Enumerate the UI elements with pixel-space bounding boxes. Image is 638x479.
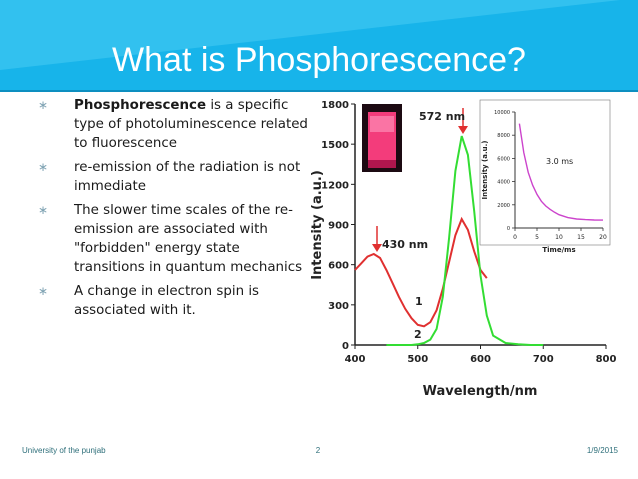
main-x-tick-label: 800 <box>596 354 617 365</box>
inset-x-tick-label: 20 <box>599 234 607 241</box>
footer-page-number: 2 <box>315 446 321 455</box>
main-x-tick-label: 600 <box>470 354 491 365</box>
bullet-item: ∗ A change in electron spin is associate… <box>36 282 308 320</box>
inset-x-ticks: 0 5 10 15 20 <box>513 228 607 241</box>
main-x-tick-label: 400 <box>345 354 366 365</box>
inset-x-axis-label: Time/ms <box>542 246 575 254</box>
peak-arrow-572 <box>458 108 468 134</box>
peak-label-430: 430 nm <box>382 238 428 251</box>
title-band <box>0 0 638 92</box>
main-x-axis-label: Wavelength/nm <box>423 384 538 399</box>
main-y-axis-label: Intensity (a.u.) <box>310 170 325 280</box>
main-x-ticks: 400 500 600 700 800 <box>345 345 617 365</box>
main-y-tick-label: 0 <box>342 341 349 352</box>
asterisk-bullet-icon: ∗ <box>38 284 49 298</box>
inset-frame <box>479 99 611 246</box>
inset-lifetime-label: 3.0 ms <box>546 157 573 166</box>
footer-date: 1/9/2015 <box>586 446 618 455</box>
bullet-text: re-emission of the radiation is not imme… <box>74 160 301 194</box>
peak-label-572: 572 nm <box>419 110 465 123</box>
bullet-text: is a specific type of photoluminescence … <box>74 98 308 151</box>
inset-y-tick-label: 6000 <box>497 156 510 162</box>
bullet-item: ∗ The slower time scales of the re-emiss… <box>36 201 308 277</box>
curve-label-2: 2 <box>414 328 422 341</box>
inset-y-tick-label: 10000 <box>494 110 510 116</box>
asterisk-bullet-icon: ∗ <box>38 98 49 112</box>
bullet-list: ∗ Phosphorescence is a specific type of … <box>36 96 308 325</box>
curve-label-1: 1 <box>415 295 423 308</box>
cuvette-glow-photo <box>362 104 402 172</box>
main-y-tick-label: 900 <box>328 221 349 232</box>
asterisk-bullet-icon: ∗ <box>38 203 49 217</box>
inset-y-axis-label: Intensity (a.u.) <box>481 140 489 199</box>
main-y-ticks: 0 300 600 900 1200 1500 1800 <box>321 100 355 352</box>
inset-x-tick-label: 0 <box>513 234 517 241</box>
title-band-light <box>0 0 620 70</box>
inset-x-tick-label: 5 <box>535 234 539 241</box>
bullet-text: The slower time scales of the re-emissio… <box>74 203 303 275</box>
inset-y-tick-label: 8000 <box>497 133 510 139</box>
asterisk-bullet-icon: ∗ <box>38 160 49 174</box>
inset-y-tick-label: 2000 <box>497 203 510 209</box>
main-x-tick-label: 700 <box>533 354 554 365</box>
main-y-tick-label: 600 <box>328 261 349 272</box>
inset-x-tick-label: 10 <box>555 234 563 241</box>
footer-organization: University of the punjab <box>22 446 106 455</box>
inset-y-ticks: 0 2000 4000 6000 8000 10000 <box>494 110 515 232</box>
inset-y-tick-label: 0 <box>507 226 510 232</box>
inset-x-tick-label: 15 <box>577 234 585 241</box>
main-y-tick-label: 1500 <box>321 140 349 151</box>
main-x-tick-label: 500 <box>407 354 428 365</box>
main-y-tick-label: 300 <box>328 301 349 312</box>
bullet-bold-term: Phosphorescence <box>74 98 207 113</box>
bullet-text: A change in electron spin is associated … <box>74 284 260 318</box>
inset-y-tick-label: 4000 <box>497 180 510 186</box>
bullet-item: ∗ re-emission of the radiation is not im… <box>36 158 308 196</box>
series-1-line <box>354 216 488 328</box>
series-2-line <box>386 135 544 346</box>
bullet-item: ∗ Phosphorescence is a specific type of … <box>36 96 308 153</box>
main-y-tick-label: 1800 <box>321 100 349 111</box>
main-y-tick-label: 1200 <box>321 180 349 191</box>
peak-arrow-430 <box>372 226 382 252</box>
inset-decay-line <box>518 123 604 221</box>
slide-title: What is Phosphorescence? <box>112 41 526 79</box>
